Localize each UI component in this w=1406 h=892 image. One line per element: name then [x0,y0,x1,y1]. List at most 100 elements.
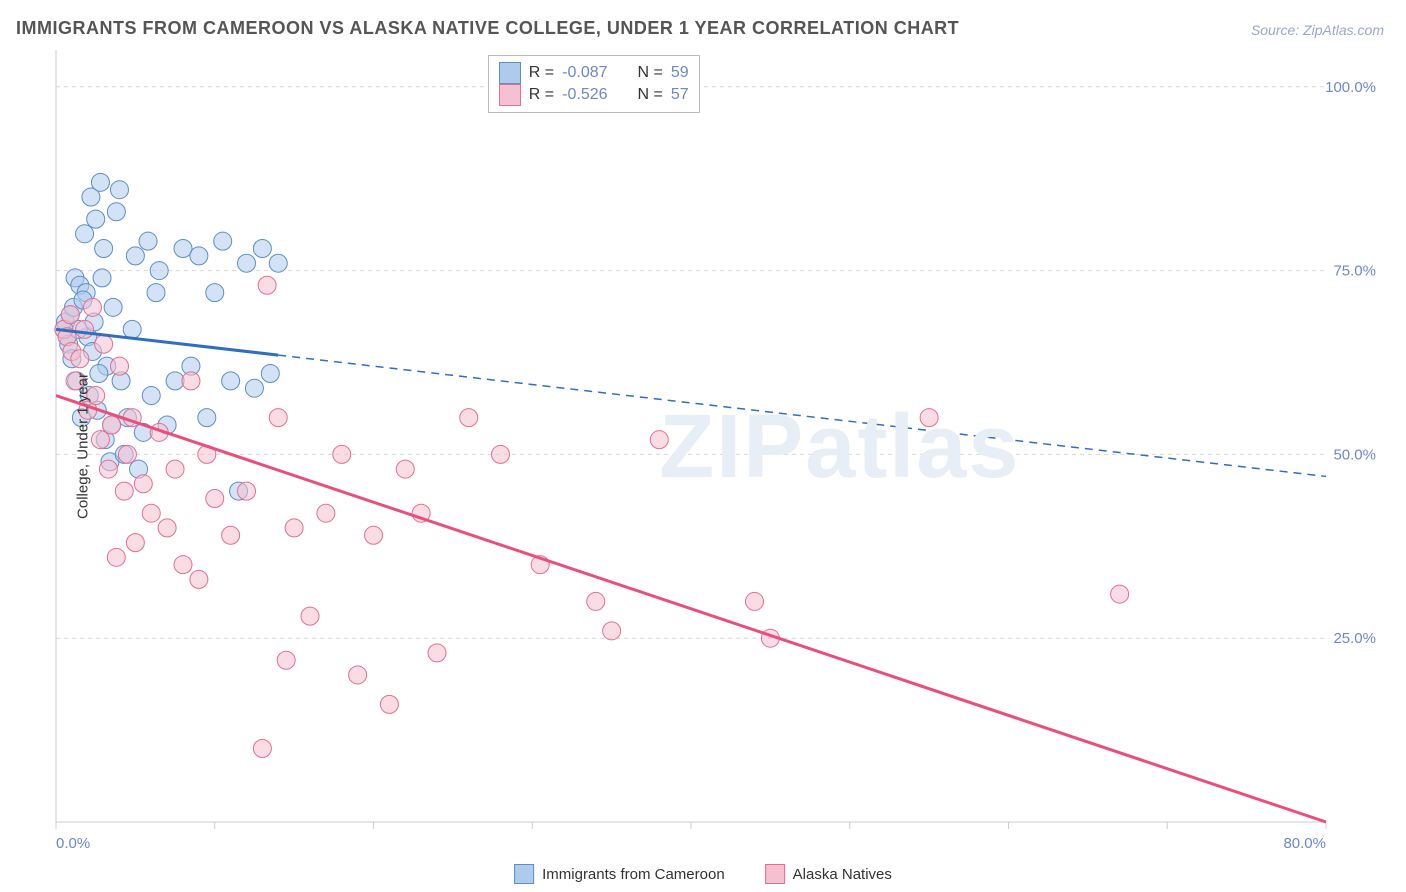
data-point [190,570,208,588]
legend-swatch [514,864,534,884]
series-legend: Immigrants from Cameroon Alaska Natives [514,864,892,884]
data-point [123,320,141,338]
data-point [277,651,295,669]
data-point [142,504,160,522]
data-point [142,387,160,405]
x-tick-label: 0.0% [56,835,90,852]
data-point [61,306,79,324]
data-point [90,365,108,383]
data-point [253,240,271,258]
n-value: 57 [671,86,689,104]
data-point [150,262,168,280]
n-value: 59 [671,64,689,82]
legend-item: Immigrants from Cameroon [514,864,725,884]
chart-title: IMMIGRANTS FROM CAMEROON VS ALASKA NATIV… [16,18,959,39]
legend-swatch [499,62,521,84]
data-point [428,644,446,662]
data-point [126,534,144,552]
n-label: N = [638,86,663,104]
data-point [253,739,271,757]
legend-label: Alaska Natives [793,866,892,883]
data-point [190,247,208,265]
n-label: N = [638,64,663,82]
data-point [99,460,117,478]
data-point [222,526,240,544]
y-axis-label: College, Under 1 year [74,373,91,519]
data-point [245,379,263,397]
data-point [182,372,200,390]
data-point [301,607,319,625]
legend-row: R = -0.087 N = 59 [499,62,689,84]
trend-line-extrapolated [278,355,1326,476]
data-point [222,372,240,390]
data-point [126,247,144,265]
legend-label: Immigrants from Cameroon [542,866,725,883]
data-point [285,519,303,537]
trend-line [56,396,1326,822]
data-point [1111,585,1129,603]
data-point [492,445,510,463]
data-point [115,482,133,500]
r-value: -0.087 [562,64,607,82]
data-point [238,482,256,500]
data-point [349,666,367,684]
y-tick-label: 100.0% [1325,79,1376,96]
data-point [174,240,192,258]
data-point [317,504,335,522]
data-point [166,460,184,478]
data-point [214,232,232,250]
data-point [650,431,668,449]
data-point [87,210,105,228]
data-point [158,519,176,537]
data-point [76,225,94,243]
data-point [269,254,287,272]
legend-row: R = -0.526N = 57 [499,84,689,106]
data-point [95,240,113,258]
chart-area: 25.0% 50.0% 75.0% 100.0% 0.0% 80.0% R = -0.08… [50,50,1386,852]
data-point [107,203,125,221]
legend-swatch [499,84,521,106]
data-point [107,548,125,566]
data-point [746,592,764,610]
data-point [238,254,256,272]
data-point [103,416,121,434]
data-point [91,431,109,449]
legend-swatch [765,864,785,884]
data-point [84,298,102,316]
data-point [460,409,478,427]
data-point [76,320,94,338]
data-point [365,526,383,544]
x-tick-label: 80.0% [1283,835,1326,852]
y-tick-label: 75.0% [1333,263,1376,280]
data-point [147,284,165,302]
r-label: R = [529,64,554,82]
scatter-chart: 25.0% 50.0% 75.0% 100.0% 0.0% 80.0% [50,50,1386,852]
data-point [166,372,184,390]
data-point [333,445,351,463]
data-point [587,592,605,610]
data-point [93,269,111,287]
data-point [91,173,109,191]
r-label: R = [529,86,554,104]
legend-item: Alaska Natives [765,864,892,884]
data-point [261,365,279,383]
y-tick-label: 50.0% [1333,446,1376,463]
source-label: Source: ZipAtlas.com [1251,22,1384,38]
data-point [104,298,122,316]
data-point [396,460,414,478]
data-point [71,350,89,368]
data-point [111,357,129,375]
data-point [269,409,287,427]
data-point [206,284,224,302]
y-tick-label: 25.0% [1333,630,1376,647]
data-point [380,695,398,713]
data-point [920,409,938,427]
data-point [258,276,276,294]
data-point [134,475,152,493]
data-point [118,445,136,463]
correlation-legend: R = -0.087 N = 59 R = -0.526N = 57 [488,55,700,113]
data-point [139,232,157,250]
data-point [603,622,621,640]
data-point [95,335,113,353]
data-point [111,181,129,199]
